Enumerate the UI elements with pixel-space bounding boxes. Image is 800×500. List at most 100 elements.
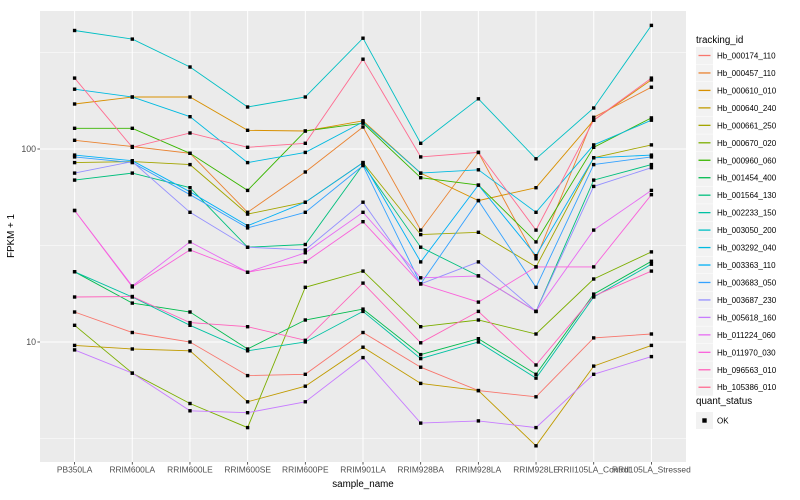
legend-label: Hb_000457_110 <box>717 69 776 78</box>
data-point <box>592 178 596 182</box>
data-point <box>303 95 307 99</box>
data-point <box>303 384 307 388</box>
data-point <box>419 171 423 175</box>
data-point <box>130 285 134 289</box>
data-point <box>361 210 365 214</box>
data-point <box>419 176 423 180</box>
y-tick-label: 100 <box>21 144 36 154</box>
data-point <box>361 330 365 335</box>
data-point <box>419 381 423 386</box>
data-point <box>361 36 365 40</box>
legend-label: Hb_000174_110 <box>717 52 776 61</box>
data-point <box>245 325 250 329</box>
data-point <box>188 409 192 413</box>
data-point <box>476 150 481 155</box>
data-point <box>534 395 538 399</box>
data-point <box>649 85 654 89</box>
legend-label: Hb_003050_200 <box>717 226 777 235</box>
x-tick-label: RRIM928LA <box>456 465 502 475</box>
data-point <box>361 269 365 273</box>
data-point <box>361 163 365 168</box>
data-point <box>303 242 307 247</box>
data-point <box>592 156 596 160</box>
data-point <box>534 186 538 190</box>
legend-label: Hb_000960_060 <box>717 156 777 165</box>
legend-label: Hb_003683_050 <box>717 278 777 287</box>
data-point <box>245 212 250 216</box>
legend-tracking-entries: Hb_000174_110 Hb_000457_110 Hb_000610_010 H… <box>696 47 777 396</box>
data-point <box>361 57 365 61</box>
legend-label: Hb_001564_130 <box>717 191 777 200</box>
data-point <box>245 270 250 274</box>
data-point <box>303 200 307 204</box>
x-tick-label: RRII105LA_Stressed <box>612 465 691 475</box>
data-point <box>245 347 250 351</box>
data-point <box>649 118 654 122</box>
data-point <box>419 421 423 425</box>
legend-label: Hb_000640_240 <box>717 104 777 113</box>
legend-quant-entry: OK <box>696 412 729 429</box>
data-point <box>361 281 365 285</box>
data-point <box>303 170 307 174</box>
data-point <box>72 160 77 165</box>
data-point <box>361 345 365 349</box>
data-point <box>72 323 77 327</box>
x-axis-labels: PB350LA RRIM600LA RRIM600LE RRIM600SE RRIM60… <box>57 465 691 475</box>
y-tick-label: 10 <box>26 337 36 347</box>
data-point <box>476 419 481 423</box>
data-point <box>72 76 77 80</box>
data-point <box>303 260 307 264</box>
data-point <box>245 425 250 430</box>
legend-label: Hb_011970_030 <box>717 348 776 357</box>
data-point <box>649 166 654 170</box>
data-point <box>361 160 365 165</box>
data-point <box>130 330 134 335</box>
data-point <box>419 325 423 329</box>
data-point <box>303 210 307 214</box>
data-point <box>303 150 307 155</box>
data-point <box>130 301 134 305</box>
data-point <box>245 245 250 249</box>
legend-label: Hb_002233_150 <box>717 209 777 218</box>
x-tick-label: RRIM928BA <box>397 465 444 475</box>
data-point <box>245 188 250 193</box>
data-point <box>361 307 365 311</box>
data-point <box>534 210 538 214</box>
data-point <box>188 162 192 167</box>
data-point <box>188 193 192 197</box>
data-point <box>72 126 77 130</box>
x-tick-label: RRIM901LA <box>340 465 386 475</box>
data-point <box>476 318 481 322</box>
data-point <box>649 259 654 263</box>
data-point <box>245 128 250 132</box>
data-point <box>649 332 654 336</box>
data-point <box>130 347 134 351</box>
data-point <box>303 251 307 255</box>
data-point <box>476 388 481 393</box>
data-point <box>361 200 365 204</box>
data-point <box>188 349 192 353</box>
data-point <box>130 171 134 175</box>
data-point <box>534 228 538 232</box>
data-point <box>188 190 192 194</box>
x-tick-label: RRIM600LE <box>167 465 213 475</box>
data-point <box>419 365 423 369</box>
data-point <box>649 269 654 273</box>
data-point <box>130 126 134 130</box>
data-point <box>592 292 596 296</box>
data-point <box>534 372 538 376</box>
x-tick-label: RRIM928LE <box>513 465 559 475</box>
legend-label: Hb_105386_010 <box>717 383 777 392</box>
data-point <box>419 228 423 232</box>
data-point <box>303 248 307 252</box>
data-point <box>130 145 134 149</box>
x-tick-label: RRIM600PE <box>282 465 329 475</box>
data-point <box>649 343 654 348</box>
data-point <box>188 240 192 244</box>
data-point <box>72 28 77 33</box>
data-point <box>245 400 250 404</box>
data-point <box>72 270 77 274</box>
data-point <box>245 105 250 109</box>
legend-label: Hb_003687_230 <box>717 296 777 305</box>
